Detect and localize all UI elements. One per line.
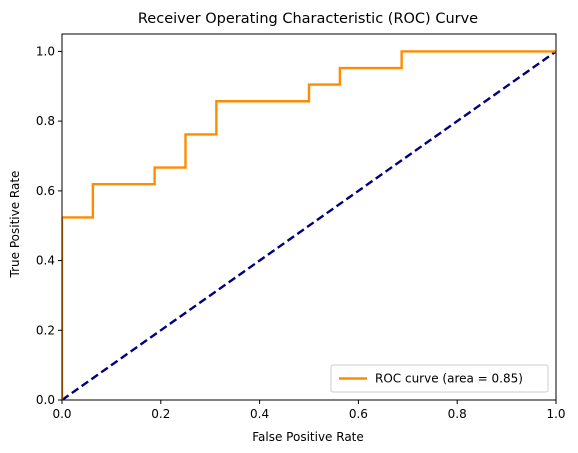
chart-title: Receiver Operating Characteristic (ROC) … [138,11,478,27]
x-tick-label: 0.6 [349,407,368,421]
y-tick-label: 0.6 [36,184,55,198]
legend: ROC curve (area = 0.85) [330,364,549,393]
chance-diagonal-line [62,50,556,400]
y-tick-label: 0.8 [36,114,55,128]
y-axis-label: True Positive Rate [8,171,22,279]
roc-curve-line [62,50,556,400]
x-tick-label: 0.4 [250,407,269,421]
x-axis-label: False Positive Rate [252,430,364,444]
y-tick-label: 1.0 [36,44,55,58]
x-tick-label: 0.8 [448,407,467,421]
y-tick-label: 0.4 [36,254,55,268]
legend-box [330,364,549,393]
x-tick-label: 0.0 [52,407,71,421]
legend-label-roc-curve: ROC curve (area = 0.85) [375,372,523,386]
x-tick-label: 1.0 [546,407,565,421]
y-tick-label: 0.0 [36,393,55,407]
plot-frame [61,33,557,401]
y-tick-label: 0.2 [36,323,55,337]
x-tick-label: 0.2 [151,407,170,421]
